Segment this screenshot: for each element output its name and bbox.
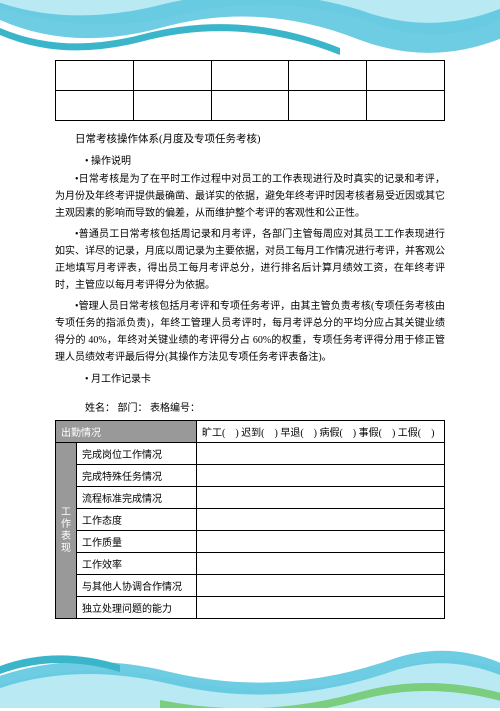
bullet-operation: • 操作说明 xyxy=(85,152,445,167)
row-value xyxy=(197,509,445,531)
row-label: 工作质量 xyxy=(77,531,197,553)
empty-grid-table xyxy=(55,60,445,121)
attendance-label-cell: 出勤情况 xyxy=(56,421,197,443)
row-label: 流程标准完成情况 xyxy=(77,487,197,509)
paragraph-3: •管理人员日常考核包括月考评和专项任务考评，由其主管负责考核(专项任务考核由专项… xyxy=(55,298,445,366)
row-value xyxy=(197,597,445,619)
side-label-text: 工作表现 xyxy=(61,507,71,554)
attendance-items-cell: 旷工( ) 迟到( ) 早退( ) 病假( ) 事假( ) 工假( ) xyxy=(197,421,445,443)
row-value xyxy=(197,575,445,597)
row-value xyxy=(197,465,445,487)
paragraph-2: •普通员工日常考核包括周记录和月考评，各部门主管每周应对其员工工作表现进行如实、… xyxy=(55,226,445,294)
row-label: 独立处理问题的能力 xyxy=(77,597,197,619)
row-label: 完成特殊任务情况 xyxy=(77,465,197,487)
bullet-monthly-card: • 月工作记录卡 xyxy=(85,370,445,385)
side-label-cell: 工作表现 xyxy=(56,443,77,619)
row-label: 与其他人协调合作情况 xyxy=(77,575,197,597)
row-value xyxy=(197,553,445,575)
section-title: 日常考核操作体系(月度及专项任务考核) xyxy=(75,131,445,146)
row-value xyxy=(197,487,445,509)
paragraph-1: •日常考核是为了在平时工作过程中对员工的工作表现进行及时真实的记录和考评，为月份… xyxy=(55,171,445,222)
row-label: 工作效率 xyxy=(77,553,197,575)
row-label: 完成岗位工作情况 xyxy=(77,443,197,465)
form-header: 姓名： 部门： 表格编号： xyxy=(85,399,445,414)
row-label: 工作态度 xyxy=(77,509,197,531)
record-table: 出勤情况 旷工( ) 迟到( ) 早退( ) 病假( ) 事假( ) 工假( )… xyxy=(55,420,445,619)
row-value xyxy=(197,531,445,553)
row-value xyxy=(197,443,445,465)
page-content: 日常考核操作体系(月度及专项任务考核) • 操作说明 •日常考核是为了在平时工作… xyxy=(0,0,500,619)
